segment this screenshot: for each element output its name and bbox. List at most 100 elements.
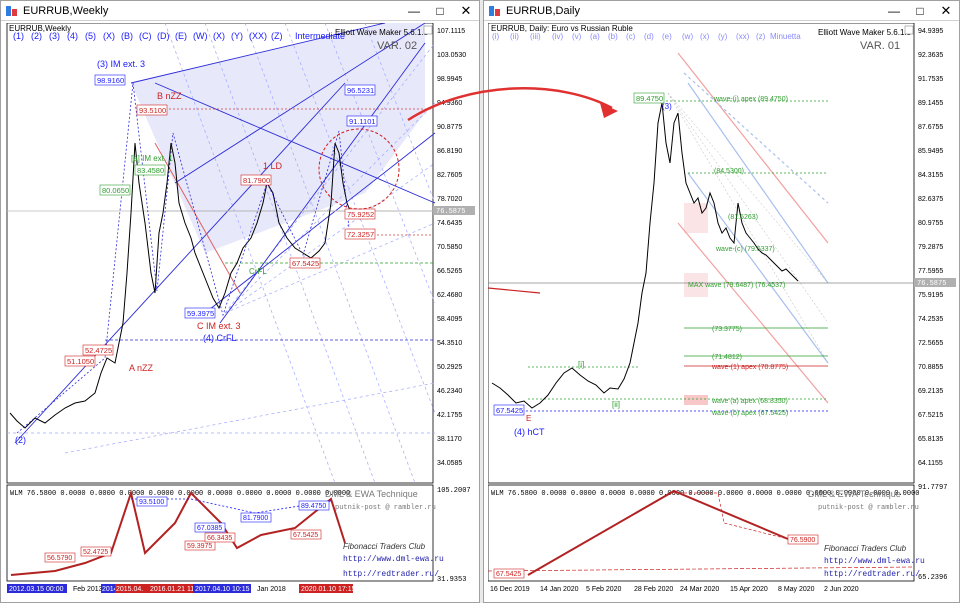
svg-text:(3): (3) (662, 102, 672, 111)
svg-text:CrFL: CrFL (249, 267, 267, 276)
daily-chart-window[interactable]: EURRUB,Daily — □ ✕ (483, 0, 960, 603)
svg-text:98.9945: 98.9945 (437, 76, 462, 83)
maximize-button[interactable]: □ (436, 3, 444, 18)
svg-text:(a): (a) (590, 32, 600, 41)
svg-text:(e): (e) (662, 32, 672, 41)
wave-degree: Intermediate (295, 31, 345, 41)
svg-text:62.4680: 62.4680 (437, 292, 462, 299)
weekly-chart-window[interactable]: EURRUB,Weekly — □ ✕ (0, 0, 480, 603)
svg-text:(81.5263): (81.5263) (728, 214, 758, 221)
svg-text:(1): (1) (13, 31, 24, 41)
svg-text:[a] IM ext. 1: [a] IM ext. 1 (131, 154, 173, 163)
svg-text:2012.03.15 00:00: 2012.03.15 00:00 (9, 586, 64, 593)
svg-text:(X): (X) (213, 31, 225, 41)
svg-text:69.2135: 69.2135 (918, 388, 943, 395)
svg-text:58.4095: 58.4095 (437, 316, 462, 323)
daily-oscillator-pane (488, 484, 915, 582)
svg-text:91.7535: 91.7535 (918, 76, 943, 83)
daily-window-titlebar[interactable]: EURRUB,Daily — □ ✕ (484, 1, 959, 21)
svg-text:E: E (526, 414, 531, 423)
daily-time-axis: 16 Dec 2019 14 Jan 2020 5 Feb 2020 28 Fe… (490, 586, 859, 593)
svg-text:56.5790: 56.5790 (47, 555, 72, 562)
svg-text:16 Dec 2019: 16 Dec 2019 (490, 586, 530, 593)
weekly-time-axis: 2012.03.15 00:00 Feb 2013 2014 2015.04. … (7, 584, 356, 593)
svg-text:(B): (B) (121, 31, 133, 41)
svg-text:2015.04.: 2015.04. (116, 586, 143, 593)
svg-text:(W): (W) (193, 31, 208, 41)
ea-toggle-button[interactable] (423, 25, 433, 35)
maximize-button[interactable]: □ (916, 3, 924, 18)
svg-text:(84.5300): (84.5300) (714, 168, 744, 175)
svg-text:94.9395: 94.9395 (918, 28, 943, 35)
daily-ea-toggle-button[interactable] (904, 25, 914, 35)
svg-text:(4) hCT: (4) hCT (514, 427, 545, 437)
svg-text:(Z): (Z) (271, 31, 283, 41)
weekly-price-tags: 98.9160 93.5100 83.4580 80.0650 81.7900 … (64, 74, 378, 367)
svg-text:(iii): (iii) (530, 32, 541, 41)
svg-text:103.0530: 103.0530 (437, 52, 466, 59)
svg-text:(3) IM ext. 3: (3) IM ext. 3 (97, 59, 145, 69)
chart-window-icon (488, 5, 502, 17)
svg-text:15 Apr 2020: 15 Apr 2020 (730, 586, 768, 593)
svg-text:83.4580: 83.4580 (137, 166, 164, 175)
daily-osc-axis-bottom: 65.2396 (918, 574, 947, 582)
svg-text:28 Feb 2020: 28 Feb 2020 (634, 586, 673, 593)
svg-text:(iv): (iv) (552, 32, 563, 41)
svg-text:89.4750: 89.4750 (301, 503, 326, 510)
svg-text:67.5425: 67.5425 (496, 571, 521, 578)
ea-label: Elliott Wave Maker 5.6.1.5 (335, 28, 429, 37)
svg-text:80.9755: 80.9755 (918, 220, 943, 227)
svg-text:76.5900: 76.5900 (790, 537, 815, 544)
daily-main-pane (488, 23, 915, 484)
svg-text:(c): (c) (626, 32, 636, 41)
daily-osc-line (527, 489, 789, 576)
daily-current-price-marker (914, 278, 956, 287)
svg-text:70.5850: 70.5850 (437, 244, 462, 251)
daily-chart-header: EURRUB, Daily: Euro vs Russian Ruble (491, 24, 633, 33)
svg-text:(XX): (XX) (249, 31, 267, 41)
weekly-price-chart[interactable]: (1) (2) (3) (4) (5) (X) (B) (C) (D) (E) … (5, 23, 479, 603)
svg-text:91.1101: 91.1101 (349, 117, 376, 126)
close-button[interactable]: ✕ (460, 2, 472, 18)
svg-text:82.6375: 82.6375 (918, 196, 943, 203)
daily-wave-degree: Minuetta (770, 32, 801, 41)
weekly-osc-header: WLM 76.5800 0.0000 0.0000 0.0000 0.0000 … (10, 490, 350, 498)
svg-text:wave (a) apex (68.8350): wave (a) apex (68.8350) (711, 398, 788, 405)
svg-text:81.7900: 81.7900 (243, 176, 270, 185)
svg-text:(ii): (ii) (510, 32, 519, 41)
svg-text:92.3635: 92.3635 (918, 52, 943, 59)
wave-count-path (16, 82, 351, 434)
svg-text:42.1755: 42.1755 (437, 412, 462, 419)
svg-text:89.1455: 89.1455 (918, 100, 943, 107)
svg-text:(4) CrFL: (4) CrFL (203, 333, 237, 343)
daily-price-chart[interactable]: (i) (ii) (iii) (iv) (v) (a) (b) (c) (d) … (488, 23, 958, 603)
svg-text:66.5265: 66.5265 (437, 268, 462, 275)
weekly-window-titlebar[interactable]: EURRUB,Weekly — □ ✕ (1, 1, 479, 21)
weekly-osc-line (10, 489, 346, 576)
svg-text:65.8135: 65.8135 (918, 436, 943, 443)
svg-text:(d): (d) (644, 32, 654, 41)
svg-text:46.2340: 46.2340 (437, 388, 462, 395)
svg-text:(Y): (Y) (231, 31, 243, 41)
minimize-button[interactable]: — (408, 3, 420, 18)
svg-text:84.3155: 84.3155 (918, 172, 943, 179)
svg-text:B nZZ: B nZZ (157, 91, 182, 101)
minimize-button[interactable]: — (888, 3, 900, 18)
svg-text:52.4725: 52.4725 (83, 549, 108, 556)
svg-text:80.0650: 80.0650 (102, 186, 129, 195)
svg-text:14 Jan 2020: 14 Jan 2020 (540, 586, 579, 593)
svg-text:(2): (2) (31, 31, 42, 41)
svg-text:24 Mar 2020: 24 Mar 2020 (680, 586, 719, 593)
svg-text:(4): (4) (67, 31, 78, 41)
svg-text:78.7020: 78.7020 (437, 196, 462, 203)
daily-annotations: wave-(i) apex (89.4750) (84.5300) (81.52… (514, 96, 788, 437)
svg-text:http://redtrader.ru/: http://redtrader.ru/ (343, 570, 439, 579)
close-button[interactable]: ✕ (940, 2, 952, 18)
daily-channels (677, 52, 829, 404)
svg-text:59.3975: 59.3975 (187, 543, 212, 550)
svg-text:8 May 2020: 8 May 2020 (778, 586, 815, 593)
svg-text:(i): (i) (492, 32, 499, 41)
svg-text:2 Jun 2020: 2 Jun 2020 (824, 586, 859, 593)
svg-text:(X): (X) (103, 31, 115, 41)
weekly-chart-header: EURRUB,Weekly (9, 24, 71, 33)
